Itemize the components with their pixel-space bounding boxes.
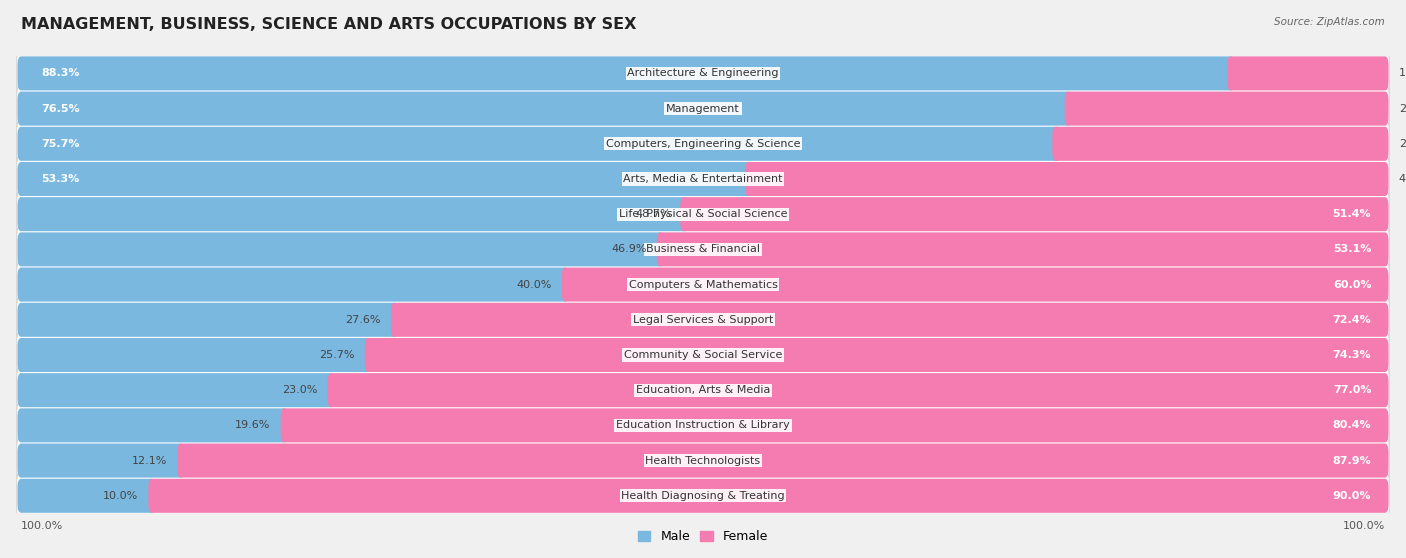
FancyBboxPatch shape bbox=[364, 338, 1389, 372]
Text: 87.9%: 87.9% bbox=[1333, 455, 1371, 465]
Text: Legal Services & Support: Legal Services & Support bbox=[633, 315, 773, 325]
FancyBboxPatch shape bbox=[17, 303, 398, 337]
FancyBboxPatch shape bbox=[281, 408, 1389, 442]
Text: Health Technologists: Health Technologists bbox=[645, 455, 761, 465]
Text: Source: ZipAtlas.com: Source: ZipAtlas.com bbox=[1274, 17, 1385, 27]
FancyBboxPatch shape bbox=[17, 127, 1060, 161]
FancyBboxPatch shape bbox=[17, 119, 1389, 168]
Text: 23.5%: 23.5% bbox=[1399, 104, 1406, 114]
FancyBboxPatch shape bbox=[657, 232, 1389, 266]
Text: 100.0%: 100.0% bbox=[1343, 521, 1385, 531]
Text: 80.4%: 80.4% bbox=[1333, 420, 1371, 430]
FancyBboxPatch shape bbox=[391, 303, 1389, 337]
Text: 53.1%: 53.1% bbox=[1333, 244, 1371, 254]
FancyBboxPatch shape bbox=[17, 225, 1389, 273]
FancyBboxPatch shape bbox=[17, 479, 155, 513]
FancyBboxPatch shape bbox=[17, 84, 1389, 133]
FancyBboxPatch shape bbox=[17, 260, 1389, 309]
FancyBboxPatch shape bbox=[177, 444, 1389, 478]
Text: Management: Management bbox=[666, 104, 740, 114]
FancyBboxPatch shape bbox=[17, 472, 1389, 520]
FancyBboxPatch shape bbox=[17, 296, 1389, 344]
FancyBboxPatch shape bbox=[17, 190, 1389, 238]
Text: 27.6%: 27.6% bbox=[344, 315, 381, 325]
Text: 46.7%: 46.7% bbox=[1399, 174, 1406, 184]
Text: Architecture & Engineering: Architecture & Engineering bbox=[627, 69, 779, 78]
FancyBboxPatch shape bbox=[17, 338, 371, 372]
Text: Education Instruction & Library: Education Instruction & Library bbox=[616, 420, 790, 430]
Text: 74.3%: 74.3% bbox=[1333, 350, 1371, 360]
FancyBboxPatch shape bbox=[17, 197, 689, 231]
Text: 12.1%: 12.1% bbox=[132, 455, 167, 465]
Text: 19.6%: 19.6% bbox=[235, 420, 270, 430]
Text: Business & Financial: Business & Financial bbox=[645, 244, 761, 254]
Text: 24.4%: 24.4% bbox=[1399, 139, 1406, 149]
FancyBboxPatch shape bbox=[1064, 92, 1389, 126]
Text: 100.0%: 100.0% bbox=[21, 521, 63, 531]
Text: 10.0%: 10.0% bbox=[103, 491, 138, 501]
Text: 23.0%: 23.0% bbox=[281, 385, 318, 395]
FancyBboxPatch shape bbox=[1227, 56, 1389, 90]
Text: Arts, Media & Entertainment: Arts, Media & Entertainment bbox=[623, 174, 783, 184]
Text: Community & Social Service: Community & Social Service bbox=[624, 350, 782, 360]
Text: Computers & Mathematics: Computers & Mathematics bbox=[628, 280, 778, 290]
FancyBboxPatch shape bbox=[17, 232, 664, 266]
FancyBboxPatch shape bbox=[17, 155, 1389, 203]
FancyBboxPatch shape bbox=[17, 92, 1071, 126]
FancyBboxPatch shape bbox=[17, 444, 184, 478]
Text: 90.0%: 90.0% bbox=[1333, 491, 1371, 501]
FancyBboxPatch shape bbox=[17, 408, 288, 442]
Text: Life, Physical & Social Science: Life, Physical & Social Science bbox=[619, 209, 787, 219]
FancyBboxPatch shape bbox=[17, 366, 1389, 415]
Text: 51.4%: 51.4% bbox=[1333, 209, 1371, 219]
Text: Health Diagnosing & Treating: Health Diagnosing & Treating bbox=[621, 491, 785, 501]
Text: 76.5%: 76.5% bbox=[42, 104, 80, 114]
FancyBboxPatch shape bbox=[149, 479, 1389, 513]
FancyBboxPatch shape bbox=[17, 331, 1389, 379]
Text: 46.9%: 46.9% bbox=[612, 244, 647, 254]
FancyBboxPatch shape bbox=[17, 436, 1389, 485]
Text: 40.0%: 40.0% bbox=[516, 280, 551, 290]
Text: MANAGEMENT, BUSINESS, SCIENCE AND ARTS OCCUPATIONS BY SEX: MANAGEMENT, BUSINESS, SCIENCE AND ARTS O… bbox=[21, 17, 637, 32]
Text: 72.4%: 72.4% bbox=[1333, 315, 1371, 325]
FancyBboxPatch shape bbox=[328, 373, 1389, 407]
Text: 11.7%: 11.7% bbox=[1399, 69, 1406, 78]
Text: Education, Arts & Media: Education, Arts & Media bbox=[636, 385, 770, 395]
Text: 53.3%: 53.3% bbox=[42, 174, 80, 184]
FancyBboxPatch shape bbox=[745, 162, 1389, 196]
FancyBboxPatch shape bbox=[17, 401, 1389, 450]
FancyBboxPatch shape bbox=[17, 373, 335, 407]
Text: 25.7%: 25.7% bbox=[319, 350, 354, 360]
Text: 88.3%: 88.3% bbox=[42, 69, 80, 78]
FancyBboxPatch shape bbox=[17, 162, 752, 196]
FancyBboxPatch shape bbox=[1052, 127, 1389, 161]
FancyBboxPatch shape bbox=[681, 197, 1389, 231]
Text: 48.7%: 48.7% bbox=[636, 209, 671, 219]
Text: 60.0%: 60.0% bbox=[1333, 280, 1371, 290]
Text: Computers, Engineering & Science: Computers, Engineering & Science bbox=[606, 139, 800, 149]
FancyBboxPatch shape bbox=[562, 267, 1389, 302]
FancyBboxPatch shape bbox=[17, 267, 568, 302]
FancyBboxPatch shape bbox=[17, 49, 1389, 98]
Text: 75.7%: 75.7% bbox=[42, 139, 80, 149]
FancyBboxPatch shape bbox=[17, 56, 1234, 90]
Text: 77.0%: 77.0% bbox=[1333, 385, 1371, 395]
Legend: Male, Female: Male, Female bbox=[633, 525, 773, 549]
